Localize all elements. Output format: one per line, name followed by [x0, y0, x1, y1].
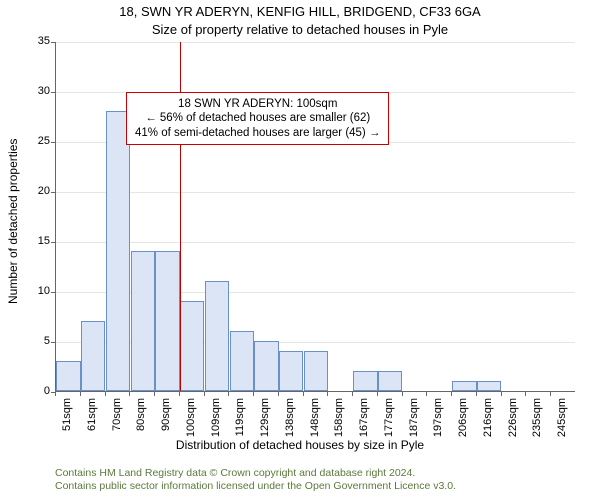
- x-tick-mark: [550, 392, 551, 396]
- gridline: [56, 242, 575, 243]
- info-line-2: ← 56% of detached houses are smaller (62…: [135, 111, 380, 125]
- x-tick-label: 206sqm: [457, 398, 469, 438]
- y-axis-label: Number of detached properties: [6, 139, 20, 304]
- histogram-bar: [131, 251, 155, 391]
- histogram-bar: [477, 381, 501, 391]
- x-tick-label: 167sqm: [358, 398, 370, 438]
- info-line-1: 18 SWN YR ADERYN: 100sqm: [135, 97, 380, 111]
- x-tick-mark: [402, 392, 403, 396]
- x-tick-mark: [55, 392, 56, 396]
- x-tick-label: 138sqm: [284, 398, 296, 438]
- x-tick-mark: [327, 392, 328, 396]
- histogram-bar: [452, 381, 476, 391]
- x-tick-label: 187sqm: [408, 398, 420, 438]
- x-tick-mark: [278, 392, 279, 396]
- x-tick-label: 148sqm: [309, 398, 321, 438]
- footer-attribution: Contains HM Land Registry data © Crown c…: [55, 467, 456, 494]
- x-tick-mark: [253, 392, 254, 396]
- histogram-bar: [180, 301, 204, 391]
- x-tick-label: 158sqm: [333, 398, 345, 438]
- histogram-bar: [155, 251, 179, 391]
- y-tick-mark: [51, 42, 55, 43]
- histogram-bar: [81, 321, 105, 391]
- footer-line-2: Contains public sector information licen…: [55, 480, 456, 494]
- x-tick-label: 216sqm: [482, 398, 494, 438]
- x-tick-label: 197sqm: [432, 398, 444, 438]
- histogram-bar: [56, 361, 80, 391]
- x-tick-mark: [476, 392, 477, 396]
- histogram-bar: [205, 281, 229, 391]
- histogram-bar: [106, 111, 130, 391]
- x-tick-mark: [154, 392, 155, 396]
- y-tick-label: 35: [20, 35, 50, 47]
- title-main: 18, SWN YR ADERYN, KENFIG HILL, BRIDGEND…: [0, 4, 600, 19]
- x-tick-label: 226sqm: [507, 398, 519, 438]
- histogram-bar: [230, 331, 254, 391]
- y-tick-mark: [51, 192, 55, 193]
- x-tick-mark: [80, 392, 81, 396]
- histogram-bar: [254, 341, 278, 391]
- info-box: 18 SWN YR ADERYN: 100sqm ← 56% of detach…: [126, 92, 389, 145]
- footer-line-1: Contains HM Land Registry data © Crown c…: [55, 467, 456, 481]
- title-sub: Size of property relative to detached ho…: [0, 22, 600, 37]
- histogram-bar: [378, 371, 402, 391]
- x-tick-mark: [501, 392, 502, 396]
- x-tick-label: 70sqm: [111, 398, 123, 438]
- y-tick-label: 10: [20, 285, 50, 297]
- x-tick-mark: [303, 392, 304, 396]
- chart-root: 18, SWN YR ADERYN, KENFIG HILL, BRIDGEND…: [0, 0, 600, 500]
- histogram-bar: [279, 351, 303, 391]
- x-tick-mark: [426, 392, 427, 396]
- y-tick-mark: [51, 142, 55, 143]
- x-axis-label: Distribution of detached houses by size …: [0, 438, 600, 452]
- x-tick-mark: [179, 392, 180, 396]
- info-line-3: 41% of semi-detached houses are larger (…: [135, 126, 380, 140]
- y-tick-label: 25: [20, 135, 50, 147]
- y-tick-mark: [51, 242, 55, 243]
- x-tick-mark: [525, 392, 526, 396]
- x-tick-mark: [377, 392, 378, 396]
- y-tick-label: 5: [20, 335, 50, 347]
- histogram-bar: [304, 351, 328, 391]
- x-tick-mark: [129, 392, 130, 396]
- x-tick-label: 51sqm: [61, 398, 73, 438]
- x-tick-label: 61sqm: [86, 398, 98, 438]
- y-tick-mark: [51, 92, 55, 93]
- y-tick-label: 15: [20, 235, 50, 247]
- y-tick-mark: [51, 292, 55, 293]
- x-tick-label: 235sqm: [531, 398, 543, 438]
- x-tick-label: 80sqm: [135, 398, 147, 438]
- x-tick-mark: [451, 392, 452, 396]
- x-tick-label: 129sqm: [259, 398, 271, 438]
- x-tick-label: 90sqm: [160, 398, 172, 438]
- plot-area: 18 SWN YR ADERYN: 100sqm ← 56% of detach…: [55, 42, 575, 392]
- y-tick-mark: [51, 342, 55, 343]
- x-tick-mark: [228, 392, 229, 396]
- y-tick-label: 0: [20, 385, 50, 397]
- x-tick-mark: [204, 392, 205, 396]
- histogram-bar: [353, 371, 377, 391]
- x-tick-label: 100sqm: [185, 398, 197, 438]
- x-tick-label: 245sqm: [556, 398, 568, 438]
- gridline: [56, 42, 575, 43]
- x-tick-label: 177sqm: [383, 398, 395, 438]
- x-tick-label: 109sqm: [210, 398, 222, 438]
- y-tick-label: 20: [20, 185, 50, 197]
- x-tick-mark: [105, 392, 106, 396]
- x-tick-label: 119sqm: [234, 398, 246, 438]
- y-tick-label: 30: [20, 85, 50, 97]
- x-tick-mark: [352, 392, 353, 396]
- gridline: [56, 192, 575, 193]
